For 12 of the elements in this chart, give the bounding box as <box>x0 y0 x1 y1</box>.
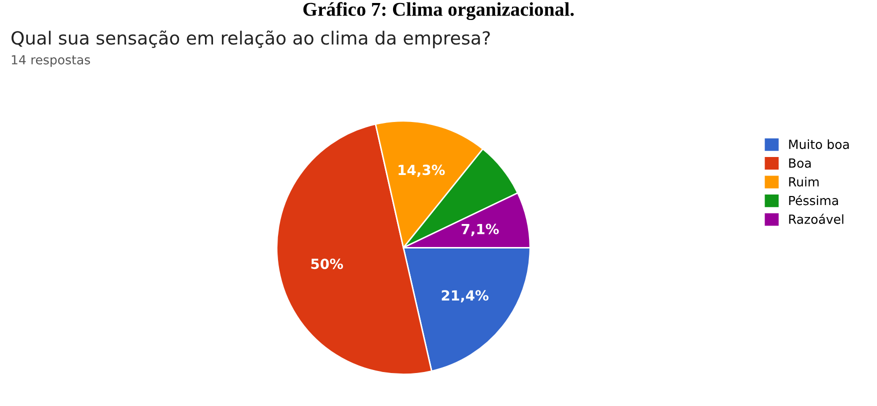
data-label: 7,1% <box>462 224 499 236</box>
legend-label: Boa <box>789 158 811 168</box>
chart-title: Gráfico 7: Clima organizacional. <box>303 2 574 20</box>
data-label: 14,3% <box>398 164 445 177</box>
legend-label: Péssima <box>789 195 838 206</box>
legend-label: Razoável <box>789 214 844 224</box>
data-label: 21,4% <box>442 290 488 302</box>
legend-label: Ruim <box>789 176 819 187</box>
legend-label: Muito boa <box>789 139 849 150</box>
chart-subtitle: Qual sua sensação em relação ao clima da empresa? <box>12 30 490 48</box>
text: 14 respostas <box>12 55 90 67</box>
data-label: 50% <box>311 258 344 270</box>
